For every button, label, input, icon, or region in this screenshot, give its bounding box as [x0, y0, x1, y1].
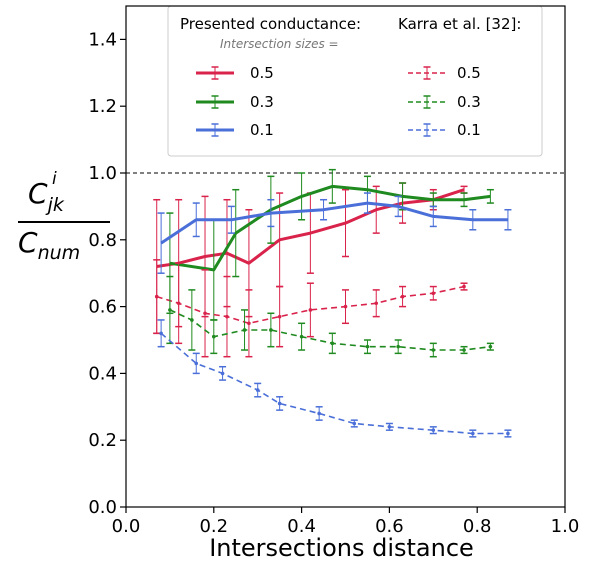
series-presented-0_1: [157, 192, 512, 274]
series-line: [156, 285, 465, 325]
legend-label: 0.1: [457, 121, 481, 139]
data-point: [308, 308, 313, 312]
series-line: [169, 184, 491, 272]
y-tick-label: 0.2: [88, 430, 117, 451]
y-axis-denominator: Cnum: [18, 226, 80, 264]
data-point: [431, 428, 436, 432]
data-point: [330, 341, 335, 346]
data-point: [317, 411, 321, 416]
x-tick-label: 0.4: [287, 516, 316, 537]
y-tick-label: 0.0: [88, 497, 117, 518]
y-tick-label: 0.6: [88, 297, 117, 318]
data-point: [387, 425, 392, 429]
data-point: [277, 401, 282, 406]
data-point: [220, 371, 225, 376]
y-tick-label: 1.0: [88, 163, 117, 184]
data-point: [242, 328, 247, 332]
data-point: [365, 344, 370, 349]
data-point: [190, 318, 194, 322]
data-point: [462, 284, 466, 289]
data-point: [462, 348, 466, 352]
legend-label: 0.3: [250, 93, 274, 111]
axes: 0.0 0.2 0.4 0.6 0.8 1.0 0.0 0.2 0.4 0.6 0.8 1.0 1.2 1…: [18, 5, 580, 562]
y-tick-label: 0.4: [88, 363, 117, 384]
legend-header-karra: Karra et al. [32]:: [398, 15, 521, 33]
x-axis-title: Intersections distance: [209, 534, 474, 562]
y-tick-label: 1.2: [88, 96, 117, 117]
series-line: [160, 332, 508, 435]
x-tick-label: 0.6: [375, 516, 404, 537]
data-point: [269, 328, 273, 332]
series-karra-0_5: [153, 259, 468, 358]
x-tick-label: 0.2: [199, 516, 228, 537]
data-point: [299, 334, 304, 339]
legend-header-presented: Presented conductance:: [180, 15, 361, 33]
data-point: [159, 331, 163, 336]
data-point: [396, 344, 400, 349]
data-point: [374, 301, 379, 306]
legend-label: 0.1: [250, 121, 274, 139]
series-presented-0_3: [166, 168, 494, 321]
plot-area: [126, 168, 565, 438]
data-point: [176, 301, 181, 306]
data-point: [225, 314, 229, 319]
legend-entry-presented-0_3: 0.3: [196, 93, 274, 111]
data-point: [488, 344, 493, 349]
legend-subheader: Intersection sizes =: [220, 37, 339, 51]
y-tick-label: 1.4: [88, 29, 117, 50]
legend-entry-presented-0_5: 0.5: [196, 64, 274, 82]
x-tick-label: 1.0: [551, 516, 580, 537]
data-point: [277, 314, 282, 319]
x-tick-label: 0.0: [112, 516, 141, 537]
series-karra-0_1: [157, 319, 512, 438]
legend-entry-karra-0_5: 0.5: [408, 64, 481, 82]
data-point: [203, 311, 207, 316]
data-point: [168, 308, 172, 312]
legend-entry-presented-0_1: 0.1: [196, 121, 274, 139]
legend-label: 0.5: [457, 64, 481, 82]
data-point: [194, 361, 199, 366]
data-point: [400, 294, 405, 299]
series-line: [160, 201, 508, 245]
data-point: [471, 431, 475, 436]
axes-frame: [125, 5, 566, 508]
y-axis-superscript: i: [52, 169, 57, 189]
data-point: [506, 431, 510, 436]
legend-label: 0.3: [457, 93, 481, 111]
series-karra-0_3: [166, 275, 494, 358]
data-point: [352, 421, 357, 426]
data-point: [212, 334, 216, 339]
data-point: [343, 304, 348, 309]
legend-entry-karra-0_1: 0.1: [408, 121, 481, 139]
data-point: [431, 348, 436, 352]
data-point: [247, 321, 251, 326]
y-axis-numerator: Cjk: [28, 177, 65, 216]
legend: Presented conductance: Karra et al. [32]…: [167, 5, 543, 157]
series-line: [156, 188, 465, 268]
legend-entry-karra-0_3: 0.3: [408, 93, 481, 111]
data-point: [255, 388, 260, 392]
data-point: [154, 294, 159, 299]
data-point: [431, 291, 436, 296]
x-tick-label: 0.8: [463, 516, 492, 537]
y-tick-label: 0.8: [88, 230, 117, 251]
legend-label: 0.5: [250, 64, 274, 82]
